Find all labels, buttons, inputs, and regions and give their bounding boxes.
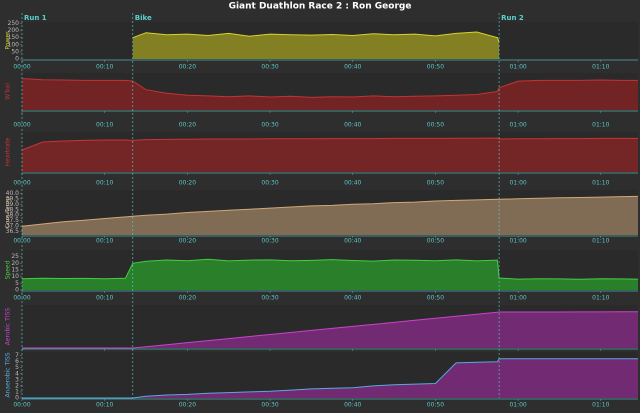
line: [21, 195, 639, 227]
y-tick-label: 0: [15, 395, 19, 402]
x-tick-label: 01:10: [592, 64, 609, 71]
y-tick-label: 20: [11, 260, 19, 267]
x-tick-label: 01:10: [592, 180, 609, 187]
y-tick-label: 0: [15, 56, 19, 63]
x-tick-label: 00:40: [344, 122, 361, 129]
marker-label: Run 2: [501, 14, 524, 22]
y-axis-label: Aerobic TISS: [5, 308, 12, 346]
x-tick-label: 00:30: [261, 122, 278, 129]
x-tick-label: 00:40: [344, 238, 361, 245]
x-tick-label: 01:10: [592, 122, 609, 129]
y-tick-label: 39.0: [6, 201, 20, 208]
y-tick-label: 100: [8, 41, 20, 48]
x-tick-label: 00:20: [179, 180, 196, 187]
y-tick-label: 10: [11, 273, 19, 280]
x-tick-label: 00:50: [427, 402, 444, 409]
y-tick-label: 50: [11, 48, 19, 55]
x-tick-label: 01:00: [509, 238, 526, 245]
line: [22, 358, 638, 399]
y-tick-label: 15: [11, 267, 19, 274]
y-tick-label: 250: [8, 20, 20, 27]
x-tick-label: 00:10: [96, 295, 113, 302]
x-tick-label: 01:00: [509, 122, 526, 129]
x-tick-label: 00:40: [344, 64, 361, 71]
x-tick-label: 00:50: [427, 64, 444, 71]
x-tick-label: 00:40: [344, 295, 361, 302]
y-axis-label: Heartrate: [5, 137, 12, 166]
y-tick-label: 36.5: [6, 228, 20, 235]
x-tick-label: 01:10: [592, 238, 609, 245]
y-tick-label: 4: [15, 370, 19, 377]
x-tick-label: 00:10: [96, 402, 113, 409]
area: [22, 78, 638, 110]
line: [21, 137, 638, 151]
x-tick-label: 00:50: [427, 238, 444, 245]
y-tick-label: 150: [8, 34, 20, 41]
y-tick-label: 38.0: [6, 212, 20, 219]
y-tick-label: 200: [8, 27, 20, 34]
x-tick-label: 00:00: [13, 402, 30, 409]
x-tick-label: 00:10: [96, 64, 113, 71]
x-tick-label: 00:50: [427, 295, 444, 302]
x-tick-label: 01:10: [592, 295, 609, 302]
y-tick-label: 40.0: [6, 190, 20, 197]
x-tick-label: 00:50: [427, 180, 444, 187]
area: [22, 259, 638, 290]
line: [21, 78, 638, 98]
area: [22, 358, 638, 398]
area: [22, 138, 638, 172]
y-tick-label: 6: [15, 358, 19, 365]
y-axis-label: Core Temp: [5, 196, 12, 228]
y-tick-label: 3: [15, 376, 19, 383]
y-tick-label: 2: [15, 382, 19, 389]
y-tick-label: 37.5: [6, 217, 20, 224]
y-tick-label: 5: [15, 364, 19, 371]
x-tick-label: 00:30: [261, 295, 278, 302]
chart-title: Giant Duathlon Race 2 : Ron George: [229, 2, 412, 12]
y-tick-label: 5: [15, 280, 19, 287]
x-tick-label: 00:20: [179, 402, 196, 409]
x-tick-label: 01:00: [509, 64, 526, 71]
y-tick-label: 0: [15, 287, 19, 294]
y-axis-label: W'bal: [5, 83, 12, 100]
area: [22, 311, 638, 348]
line: [132, 31, 500, 43]
x-tick-label: 00:30: [261, 180, 278, 187]
x-tick-label: 00:20: [179, 64, 196, 71]
marker-label: Run 1: [24, 14, 47, 22]
x-tick-label: 00:20: [179, 238, 196, 245]
x-tick-label: 00:30: [261, 64, 278, 71]
x-tick-label: 01:10: [592, 402, 609, 409]
y-tick-label: 7: [15, 352, 19, 359]
x-tick-label: 00:20: [179, 295, 196, 302]
y-axis-label: Anaerobic TISS: [5, 352, 12, 397]
line: [22, 311, 638, 349]
x-tick-label: 00:10: [96, 180, 113, 187]
y-tick-label: 38.5: [6, 206, 20, 213]
x-tick-label: 00:40: [344, 402, 361, 409]
x-tick-label: 00:30: [261, 238, 278, 245]
x-tick-label: 01:00: [509, 402, 526, 409]
area: [22, 196, 638, 235]
y-tick-label: 37.0: [6, 223, 20, 230]
x-tick-label: 00:10: [96, 238, 113, 245]
x-tick-label: 00:40: [344, 180, 361, 187]
x-tick-label: 00:20: [179, 122, 196, 129]
x-tick-label: 00:30: [261, 402, 278, 409]
x-tick-label: 00:10: [96, 122, 113, 129]
x-tick-label: 01:00: [509, 180, 526, 187]
y-axis-label: Speed: [5, 260, 12, 279]
area: [132, 32, 500, 59]
y-tick-label: 1: [15, 388, 19, 395]
y-axis-label: Power: [5, 31, 12, 50]
y-tick-label: 25: [11, 253, 19, 260]
line: [21, 258, 639, 280]
marker-label: Bike: [135, 14, 152, 22]
x-tick-label: 00:50: [427, 122, 444, 129]
y-tick-label: 39.5: [6, 195, 20, 202]
x-tick-label: 01:00: [509, 295, 526, 302]
